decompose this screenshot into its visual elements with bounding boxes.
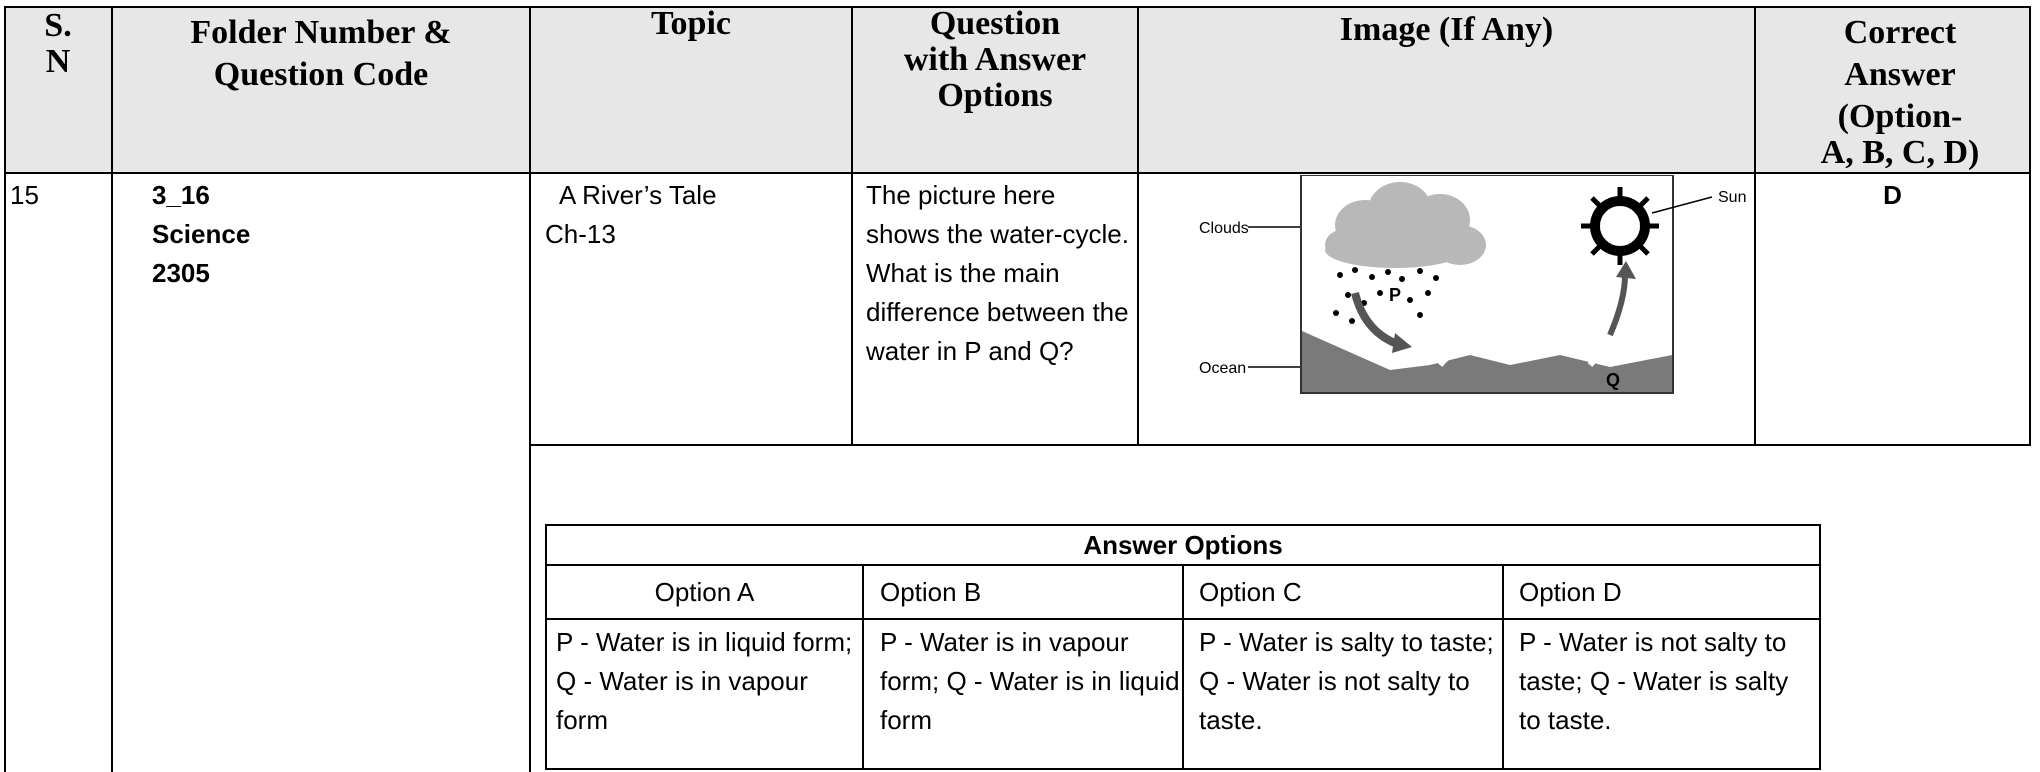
- option-text: P - Water is not salty to taste; Q - Wat…: [1519, 627, 1789, 735]
- code-cell: 3_16 Science 2305: [152, 176, 250, 293]
- question-text: The picture here shows the water-cycle. …: [866, 180, 1129, 366]
- waves: [1437, 340, 1637, 367]
- header-cell: Topic: [530, 6, 852, 42]
- header-text: A, B, C, D): [1820, 134, 1980, 171]
- correct-answer: D: [1883, 180, 1902, 210]
- border: [4, 6, 2031, 8]
- option-text: P - Water is in vapour form; Q - Water i…: [880, 627, 1180, 735]
- evaporation-arrow-head: [1616, 261, 1636, 279]
- image-label: Q: [1606, 370, 1620, 390]
- ocean-shape: [1302, 331, 1672, 392]
- header-text: S.: [44, 7, 72, 44]
- header-cell: Question with Answer Options: [852, 6, 1138, 114]
- header-cell: Folder Number & Question Code: [112, 12, 530, 96]
- option-name: Option B: [880, 577, 982, 607]
- header-text: Question Code: [213, 56, 429, 93]
- border: [530, 444, 2031, 446]
- header-text: with Answer: [903, 41, 1087, 78]
- header-text: Answer: [1844, 56, 1956, 93]
- topic-line: Ch-13: [545, 219, 616, 249]
- image-label: Clouds: [1199, 220, 1249, 237]
- header-text: Correct: [1843, 14, 1957, 51]
- image-label: P: [1389, 285, 1401, 305]
- header-cell: S. N: [4, 8, 112, 80]
- border: [1754, 6, 1756, 445]
- border: [4, 6, 6, 772]
- topic-line: A River’s Tale: [559, 180, 717, 210]
- flow-arrow-head: [1392, 333, 1412, 353]
- image-label: Sun: [1718, 189, 1746, 206]
- border: [1182, 564, 1184, 770]
- code-line: 3_16: [152, 180, 210, 210]
- answer-options-title: Answer Options: [1083, 530, 1283, 560]
- raindrops: [1333, 267, 1439, 324]
- border: [529, 6, 531, 772]
- border: [1502, 564, 1504, 770]
- sun-shape: [1581, 187, 1659, 265]
- option-text: P - Water is in liquid form; Q - Water i…: [556, 627, 853, 735]
- option-name: Option A: [654, 577, 755, 607]
- cloud-shape: [1325, 182, 1486, 268]
- option-text: P - Water is salty to taste; Q - Water i…: [1199, 627, 1494, 735]
- header-text: Image (If Any): [1339, 11, 1554, 48]
- header-text: Folder Number &: [190, 14, 452, 51]
- header-text: Question: [929, 5, 1061, 42]
- border: [2029, 6, 2031, 445]
- sun-pointer: [1651, 196, 1713, 214]
- header-text: N: [45, 43, 71, 80]
- option-name: Option C: [1199, 577, 1302, 607]
- border: [111, 6, 113, 772]
- border: [1137, 6, 1139, 445]
- header-text: Topic: [650, 5, 731, 42]
- water-cycle-image: Clouds Ocean Sun P Q: [1140, 175, 1753, 443]
- topic-cell: A River’s Tale Ch-13: [545, 176, 717, 254]
- code-line: 2305: [152, 258, 210, 288]
- header-text: (Option-: [1837, 98, 1963, 135]
- header-text: Options: [937, 77, 1053, 114]
- border: [862, 564, 864, 770]
- code-line: Science: [152, 219, 251, 249]
- header-background: [4, 7, 2030, 173]
- option-name: Option D: [1519, 577, 1622, 607]
- serial-number: 15: [10, 180, 39, 210]
- image-label: Ocean: [1199, 360, 1246, 377]
- header-cell: Correct Answer (Option- A, B, C, D): [1790, 12, 2010, 171]
- evaporation-arrow: [1607, 274, 1628, 337]
- header-cell: Image (If Any): [1138, 12, 1755, 48]
- border: [4, 172, 2031, 174]
- border: [851, 6, 853, 445]
